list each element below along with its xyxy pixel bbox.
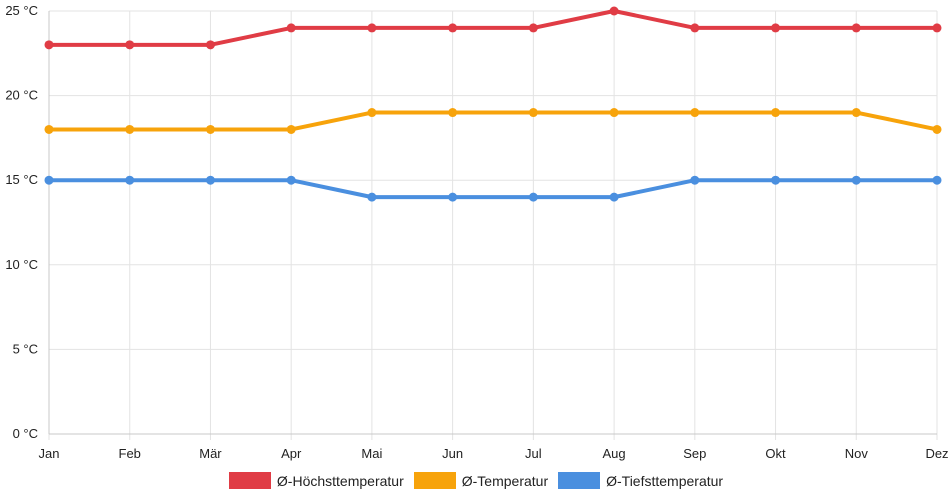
data-point [367,192,377,202]
data-point [286,23,296,33]
data-point [851,108,861,118]
data-point [771,23,781,33]
y-tick-label: 15 °C [5,172,38,187]
x-tick-label: Dez [925,446,948,461]
data-point [367,23,377,33]
x-tick-label: Okt [765,446,786,461]
x-tick-label: Jun [442,446,463,461]
data-point [125,175,135,185]
x-tick-label: Aug [603,446,626,461]
data-point [690,175,700,185]
data-point [44,175,54,185]
data-point [851,23,861,33]
legend-label-high: Ø-Höchsttemperatur [276,472,404,489]
data-point [448,23,458,33]
data-point [932,175,942,185]
legend-swatch-avg [413,472,456,489]
grid [48,10,938,440]
legend-item-avg[interactable]: Ø-Temperatur [413,472,549,489]
data-point [448,108,458,118]
data-point [690,108,700,118]
x-tick-label: Jan [39,446,60,461]
series-lines [44,6,942,202]
data-point [528,192,538,202]
data-point [448,192,458,202]
data-point [205,124,215,134]
y-tick-label: 0 °C [13,426,38,441]
data-point [205,40,215,50]
y-tick-label: 20 °C [5,88,38,103]
data-point [286,124,296,134]
legend-swatch-low [558,472,601,489]
x-tick-label: Sep [683,446,706,461]
data-point [44,124,54,134]
x-tick-label: Nov [845,446,869,461]
data-point [609,192,619,202]
temperature-line-chart: 0 °C 5 °C 10 °C 15 °C 20 °C 25 °C Jan Feb Mär Ap… [5,3,949,461]
data-point [205,175,215,185]
data-point [932,23,942,33]
legend-item-high[interactable]: Ø-Höchsttemperatur [228,472,404,489]
data-point [44,40,54,50]
legend-item-low[interactable]: Ø-Tiefsttemperatur [558,472,723,489]
data-point [771,175,781,185]
series-line-1 [49,110,938,132]
legend-label-avg: Ø-Temperatur [461,472,549,489]
data-point [771,108,781,118]
series-line-2 [49,178,937,200]
legend-label-low: Ø-Tiefsttemperatur [606,472,724,489]
x-tick-label: Apr [281,446,302,461]
y-tick-label: 25 °C [5,3,38,18]
x-axis-ticks: Jan Feb Mär Apr Mai Jun Jul Aug Sep Okt Nov Dez [39,446,949,461]
x-tick-label: Jul [525,446,542,461]
y-tick-label: 10 °C [5,257,38,272]
data-point [528,23,538,33]
legend-swatch-high [228,472,271,489]
y-axis-ticks: 0 °C 5 °C 10 °C 15 °C 20 °C 25 °C [5,3,38,441]
x-tick-label: Feb [119,446,141,461]
data-point [286,175,296,185]
x-tick-label: Mär [199,446,222,461]
x-tick-label: Mai [361,446,382,461]
data-point [367,108,377,118]
data-point [125,40,135,50]
legend: Ø-Höchsttemperatur Ø-Temperatur Ø-Tiefst… [0,472,952,489]
data-point [690,23,700,33]
data-point [609,6,619,16]
data-point [609,108,619,118]
y-tick-label: 5 °C [13,341,38,356]
series-line-0 [49,9,937,47]
data-point [125,124,135,134]
data-point [851,175,861,185]
data-point [932,124,942,134]
data-point [528,108,538,118]
